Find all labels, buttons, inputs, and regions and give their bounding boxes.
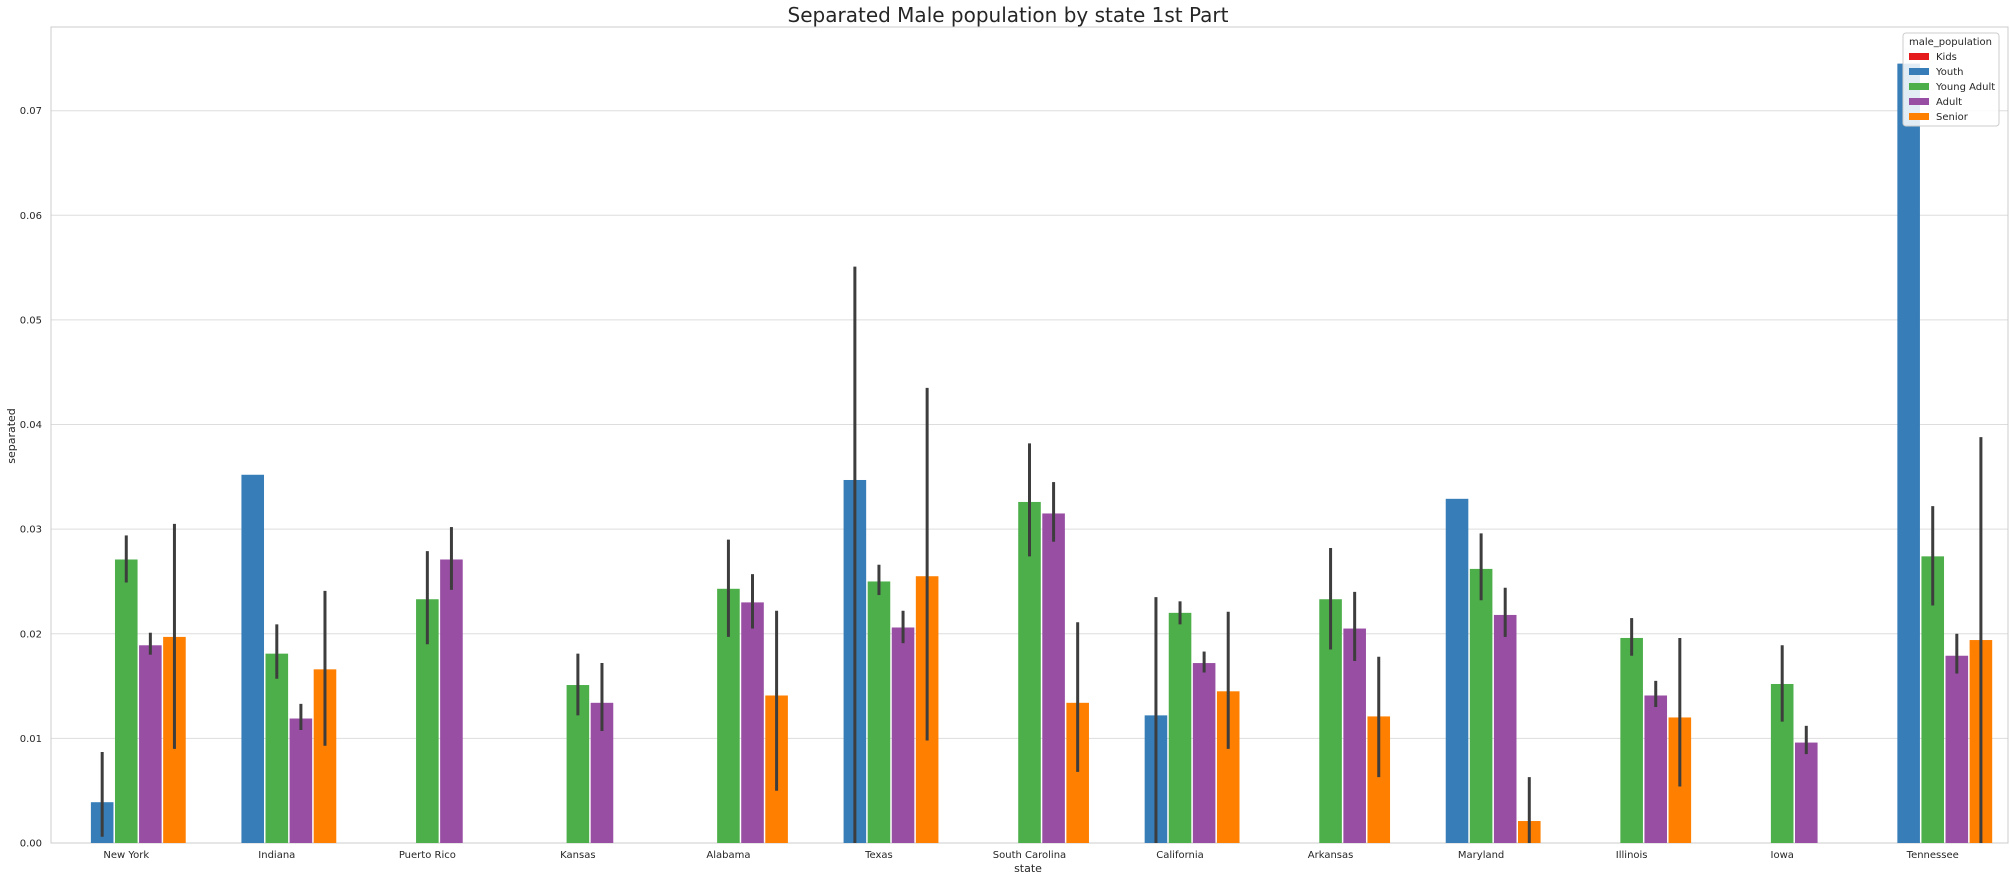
x-tick-label: Kansas	[560, 850, 595, 861]
x-tick-label: South Carolina	[993, 850, 1066, 861]
legend-items: Kids Youth Young Adult Adult Senior	[1909, 52, 1995, 123]
y-tick-label: 0.05	[20, 315, 42, 326]
bar-young-adult	[1168, 612, 1192, 843]
x-tick-label: Indiana	[258, 850, 295, 861]
bar-young-adult	[416, 599, 439, 843]
x-tick-label: New York	[103, 850, 149, 861]
x-tick-label: Illinois	[1616, 850, 1648, 861]
y-tick-label: 0.07	[20, 106, 42, 117]
bar-young-adult	[1770, 683, 1794, 843]
bar-adult	[1644, 695, 1668, 843]
bar-youth	[1897, 63, 1920, 844]
legend-label: Kids	[1936, 52, 1957, 63]
legend-label: Youth	[1935, 67, 1964, 78]
y-tick-labels: 0.00 0.01 0.02 0.03 0.04 0.05 0.06 0.07	[20, 106, 42, 849]
bar-young-adult	[1319, 599, 1342, 843]
bar-young-adult	[717, 588, 740, 843]
x-tick-label: Alabama	[706, 850, 750, 861]
legend-label: Adult	[1936, 97, 1962, 108]
legend-swatch	[1909, 83, 1929, 90]
x-tick-label: Arkansas	[1308, 850, 1354, 861]
bar-adult	[1794, 742, 1818, 843]
legend-label: Young Adult	[1935, 82, 1995, 93]
x-axis-label: state	[1014, 862, 1042, 875]
legend-title: male_population	[1909, 37, 1992, 48]
x-tick-label: California	[1156, 850, 1204, 861]
x-tick-labels: New York Indiana Puerto Rico Kansas Alabama T…	[103, 850, 1958, 861]
bar-senior	[1066, 702, 1089, 843]
bar-senior	[1367, 716, 1391, 843]
legend: male_population Kids Youth Young Adult Adul…	[1902, 32, 2000, 127]
x-tick-label: Iowa	[1771, 850, 1794, 861]
legend-swatch	[1909, 98, 1929, 105]
bar-young-adult	[867, 581, 891, 843]
chart-title: Separated Male population by state 1st P…	[788, 3, 1229, 27]
bar-adult	[1945, 655, 1969, 843]
x-tick-label: Texas	[864, 850, 893, 861]
x-tick-label: Puerto Rico	[399, 850, 456, 861]
bar-young-adult	[265, 653, 289, 843]
bar-senior	[1216, 691, 1240, 843]
error-bars-layer	[100, 266, 1983, 843]
bar-youth	[241, 474, 265, 843]
bar-adult	[289, 718, 313, 843]
bar-adult	[891, 627, 915, 843]
y-tick-label: 0.02	[20, 629, 42, 640]
bar-adult	[741, 602, 764, 843]
legend-swatch	[1909, 113, 1929, 120]
bar-adult	[1192, 663, 1216, 843]
bar-adult	[1042, 513, 1065, 843]
x-tick-label: Tennessee	[1906, 850, 1959, 861]
bar-adult	[590, 702, 614, 843]
bar-young-adult	[566, 685, 590, 843]
legend-swatch	[1909, 53, 1929, 60]
legend-swatch	[1909, 68, 1929, 75]
legend-label: Senior	[1936, 112, 1969, 123]
bar-adult	[440, 559, 463, 843]
bar-young-adult	[1469, 568, 1493, 843]
bar-adult	[139, 645, 162, 843]
y-tick-label: 0.06	[20, 211, 42, 222]
bar-adult	[1343, 628, 1366, 843]
y-axis-label: separated	[5, 408, 18, 464]
bar-young-adult	[114, 559, 138, 843]
y-tick-label: 0.00	[20, 839, 42, 850]
y-tick-label: 0.01	[20, 734, 42, 745]
bar-senior	[313, 669, 337, 843]
y-tick-label: 0.04	[20, 420, 42, 431]
y-tick-label: 0.03	[20, 525, 42, 536]
x-tick-label: Maryland	[1458, 850, 1504, 861]
bar-young-adult	[1620, 637, 1643, 843]
bar-young-adult	[1018, 501, 1041, 843]
bar-youth	[1445, 498, 1469, 843]
bar-adult	[1493, 614, 1517, 843]
bar-young-adult	[1921, 556, 1945, 843]
